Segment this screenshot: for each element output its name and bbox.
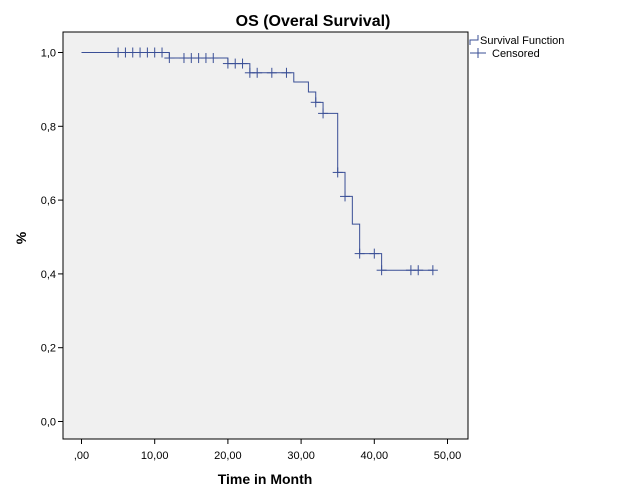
x-axis-label: Time in Month	[218, 471, 313, 487]
censored-marker-17	[252, 67, 263, 78]
legend: Survival Function Censored	[469, 35, 564, 60]
legend-survival-label: Survival Function	[480, 35, 564, 47]
y-tick-label-0: 0,0	[41, 417, 56, 429]
y-axis-label: %	[13, 231, 29, 244]
censored-marker-19	[281, 67, 292, 78]
censored-marker-15	[237, 58, 248, 69]
censored-marker-25	[369, 248, 380, 259]
x-tick-label-2: 20,00	[214, 450, 242, 462]
censored-marker-12	[208, 53, 219, 64]
censored-marker-20	[310, 97, 321, 108]
y-tick-label-4: 0,8	[41, 121, 56, 133]
censored-marker-24	[354, 248, 365, 259]
x-tick-label-5: 50,00	[434, 450, 462, 462]
y-tick-label-3: 0,6	[41, 195, 56, 207]
x-tick-label-1: 10,00	[141, 450, 169, 462]
plot-area	[62, 31, 469, 440]
x-tick-label-3: 30,00	[287, 450, 315, 462]
censored-marker-6	[157, 47, 168, 58]
censored-marker-7	[164, 53, 175, 64]
x-tick-label-0: ,00	[74, 450, 89, 462]
y-tick-label-1: 0,2	[41, 343, 56, 355]
legend-survival-swatch	[469, 35, 479, 45]
censored-marker-21	[318, 108, 329, 119]
censored-marker-22	[332, 167, 343, 178]
y-tick-label-5: 1,0	[41, 48, 56, 60]
y-tick-label-2: 0,4	[41, 269, 56, 281]
censored-marker-23	[340, 191, 351, 202]
censored-marker-26	[376, 265, 387, 276]
legend-censored-label: Censored	[492, 48, 540, 60]
chart-title: OS (Overal Survival)	[236, 13, 391, 30]
censored-marker-28	[413, 265, 424, 276]
x-tick-label-4: 40,00	[361, 450, 389, 462]
censored-marker-29	[427, 265, 438, 276]
censored-marker-18	[266, 67, 277, 78]
